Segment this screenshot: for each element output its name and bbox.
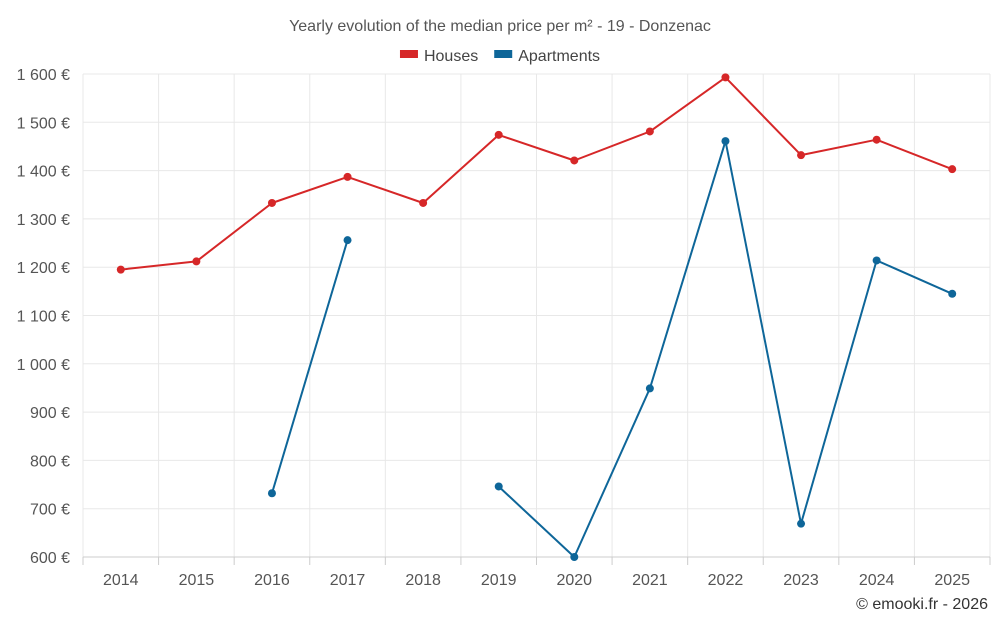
x-tick-label: 2020 — [556, 572, 592, 589]
x-tick-label: 2021 — [632, 572, 668, 589]
x-tick-label: 2017 — [330, 572, 366, 589]
series-houses — [116, 73, 957, 274]
x-tick-label: 2023 — [783, 572, 819, 589]
data-point-apartments-2020[interactable] — [570, 553, 579, 561]
y-tick-label: 700 € — [30, 502, 70, 519]
legend-item-houses[interactable]: Houses — [399, 48, 478, 65]
x-tick-label: 2015 — [179, 572, 215, 589]
data-point-apartments-2023[interactable] — [797, 519, 806, 528]
data-point-houses-2024[interactable] — [872, 135, 881, 144]
series-layer — [116, 73, 957, 561]
data-point-apartments-2025[interactable] — [948, 289, 957, 298]
y-tick-label: 1 200 € — [17, 260, 70, 277]
data-point-houses-2023[interactable] — [797, 151, 806, 160]
x-tick-label: 2025 — [934, 572, 970, 589]
x-tick-label: 2014 — [103, 572, 139, 589]
data-point-apartments-2019[interactable] — [494, 482, 503, 491]
x-axis: 2014 2015 2016 2017 2018 2019 2020 2021 2022 2023… — [103, 572, 970, 589]
data-point-houses-2021[interactable] — [645, 127, 654, 136]
legend-item-apartments[interactable]: Apartments — [494, 48, 600, 65]
y-tick-label: 1 400 € — [17, 164, 70, 181]
y-tick-label: 1 300 € — [17, 212, 70, 229]
data-point-apartments-2017[interactable] — [343, 236, 352, 245]
data-point-apartments-2022[interactable] — [721, 137, 730, 146]
y-tick-label: 600 € — [30, 550, 70, 567]
series-line-houses — [120, 76, 953, 271]
y-axis: 600 € 700 € 800 € 900 € 1 000 € 1 100 € 1 200 … — [17, 67, 70, 567]
data-point-apartments-2016[interactable] — [267, 489, 276, 498]
credit-text: © emooki.fr - 2026 — [856, 596, 988, 613]
data-point-houses-2014[interactable] — [116, 265, 125, 274]
data-point-houses-2020[interactable] — [570, 156, 579, 165]
y-tick-label: 1 000 € — [17, 357, 70, 374]
data-point-apartments-2024[interactable] — [872, 256, 881, 265]
data-point-houses-2015[interactable] — [192, 257, 201, 266]
data-point-houses-2025[interactable] — [948, 165, 957, 174]
y-tick-label: 900 € — [30, 405, 70, 422]
x-tick-label: 2022 — [708, 572, 744, 589]
series-apartments — [267, 137, 957, 561]
x-tick-label: 2016 — [254, 572, 290, 589]
y-tick-label: 1 500 € — [17, 115, 70, 132]
legend-label: Houses — [424, 48, 478, 65]
grid — [82, 73, 991, 565]
data-point-houses-2019[interactable] — [494, 130, 503, 139]
legend-label: Apartments — [518, 48, 600, 65]
data-point-houses-2016[interactable] — [267, 198, 276, 207]
x-tick-label: 2018 — [405, 572, 441, 589]
y-tick-label: 800 € — [30, 453, 70, 470]
legend-swatch — [494, 50, 513, 58]
x-tick-label: 2024 — [859, 572, 895, 589]
x-tick-label: 2019 — [481, 572, 517, 589]
data-point-houses-2017[interactable] — [343, 172, 352, 181]
legend: Houses Apartments — [399, 48, 600, 65]
data-point-houses-2022[interactable] — [721, 73, 730, 82]
chart-title: Yearly evolution of the median price per… — [289, 18, 711, 35]
legend-swatch — [399, 50, 418, 58]
y-tick-label: 1 600 € — [17, 67, 70, 84]
y-tick-label: 1 100 € — [17, 309, 70, 326]
data-point-apartments-2021[interactable] — [645, 384, 654, 393]
data-point-houses-2018[interactable] — [419, 198, 428, 207]
